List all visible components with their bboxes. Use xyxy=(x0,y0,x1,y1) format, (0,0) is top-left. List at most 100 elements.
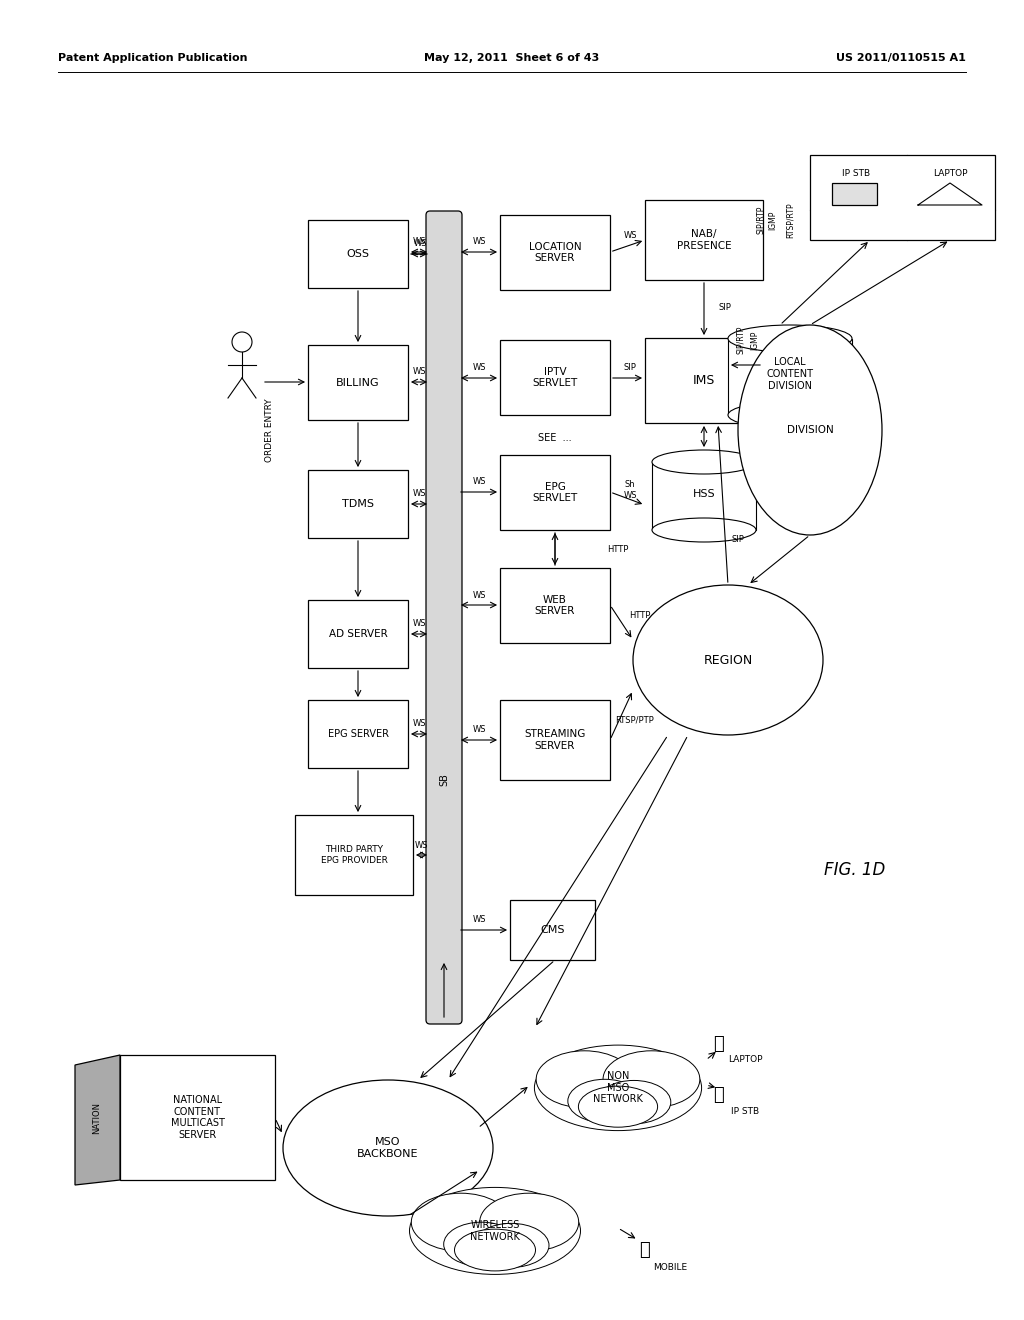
Text: WS: WS xyxy=(472,916,485,924)
FancyBboxPatch shape xyxy=(500,455,610,531)
Text: AD SERVER: AD SERVER xyxy=(329,630,387,639)
Text: 📱: 📱 xyxy=(640,1241,650,1259)
Text: TDMS: TDMS xyxy=(342,499,374,510)
Text: ORDER ENTRY: ORDER ENTRY xyxy=(265,399,274,462)
Text: US 2011/0110515 A1: US 2011/0110515 A1 xyxy=(837,53,966,63)
Ellipse shape xyxy=(738,325,882,535)
Ellipse shape xyxy=(412,1193,510,1251)
FancyBboxPatch shape xyxy=(645,201,763,280)
Text: LOCAL
CONTENT
DIVISION: LOCAL CONTENT DIVISION xyxy=(767,358,813,391)
Text: SB: SB xyxy=(439,774,449,787)
Text: EPG
SERVLET: EPG SERVLET xyxy=(532,482,578,503)
Text: RTSP/PTP: RTSP/PTP xyxy=(615,715,654,725)
Circle shape xyxy=(232,333,252,352)
Text: CMS: CMS xyxy=(541,925,565,935)
Text: NATIONAL
CONTENT
MULTICAST
SERVER: NATIONAL CONTENT MULTICAST SERVER xyxy=(171,1096,224,1140)
FancyBboxPatch shape xyxy=(510,900,595,960)
Text: HTTP: HTTP xyxy=(630,610,650,619)
Text: SIP/RTP: SIP/RTP xyxy=(756,206,765,234)
Text: SIP/RTP: SIP/RTP xyxy=(735,326,744,354)
Text: IPTV
SERVLET: IPTV SERVLET xyxy=(532,367,578,388)
FancyBboxPatch shape xyxy=(308,470,408,539)
Text: REGION: REGION xyxy=(703,653,753,667)
Text: OSS: OSS xyxy=(346,249,370,259)
Text: WS: WS xyxy=(413,719,426,729)
Text: FIG. 1D: FIG. 1D xyxy=(824,861,886,879)
Text: WS: WS xyxy=(472,478,485,487)
Text: SIP: SIP xyxy=(719,304,731,313)
FancyBboxPatch shape xyxy=(810,154,995,240)
Text: WIRELESS
NETWORK: WIRELESS NETWORK xyxy=(470,1220,520,1242)
FancyBboxPatch shape xyxy=(500,568,610,643)
Text: NAB/
PRESENCE: NAB/ PRESENCE xyxy=(677,230,731,251)
Ellipse shape xyxy=(410,1188,581,1274)
Text: WS: WS xyxy=(415,841,428,850)
Ellipse shape xyxy=(728,401,852,429)
Text: IMS: IMS xyxy=(693,374,715,387)
Text: May 12, 2011  Sheet 6 of 43: May 12, 2011 Sheet 6 of 43 xyxy=(424,53,600,63)
Text: 📺: 📺 xyxy=(713,1086,723,1104)
FancyBboxPatch shape xyxy=(500,341,610,414)
Ellipse shape xyxy=(537,1051,633,1107)
FancyBboxPatch shape xyxy=(500,700,610,780)
Text: EPG SERVER: EPG SERVER xyxy=(328,729,388,739)
Polygon shape xyxy=(652,462,756,531)
Text: WS: WS xyxy=(414,239,427,248)
Text: WS: WS xyxy=(413,238,426,247)
Text: DIVISION: DIVISION xyxy=(786,425,834,436)
Text: NATION: NATION xyxy=(92,1102,101,1134)
Text: Patent Application Publication: Patent Application Publication xyxy=(58,53,248,63)
Text: NON
MSO
NETWORK: NON MSO NETWORK xyxy=(593,1072,643,1105)
Text: 💻: 💻 xyxy=(713,1035,723,1053)
Polygon shape xyxy=(75,1055,120,1185)
FancyBboxPatch shape xyxy=(120,1055,275,1180)
Text: WS: WS xyxy=(472,238,485,247)
Text: LAPTOP: LAPTOP xyxy=(933,169,968,177)
Text: IGMP: IGMP xyxy=(751,330,760,350)
Ellipse shape xyxy=(535,1045,701,1131)
FancyBboxPatch shape xyxy=(500,215,610,290)
Ellipse shape xyxy=(283,1080,493,1216)
Text: WS: WS xyxy=(472,590,485,599)
Ellipse shape xyxy=(603,1051,699,1107)
Text: IGMP: IGMP xyxy=(768,210,777,230)
Ellipse shape xyxy=(579,1086,657,1127)
FancyBboxPatch shape xyxy=(308,345,408,420)
FancyBboxPatch shape xyxy=(295,814,413,895)
Text: IP STB: IP STB xyxy=(731,1107,759,1117)
Text: WS: WS xyxy=(413,619,426,628)
Text: LAPTOP: LAPTOP xyxy=(728,1056,762,1064)
Text: WS: WS xyxy=(472,363,485,372)
Ellipse shape xyxy=(473,1224,549,1267)
FancyBboxPatch shape xyxy=(308,220,408,288)
Text: HSS: HSS xyxy=(692,488,716,499)
Polygon shape xyxy=(728,338,852,414)
Text: SEE  ...: SEE ... xyxy=(539,433,571,444)
Text: MSO
BACKBONE: MSO BACKBONE xyxy=(357,1138,419,1159)
FancyBboxPatch shape xyxy=(426,211,462,1024)
Text: BILLING: BILLING xyxy=(336,378,380,388)
FancyBboxPatch shape xyxy=(645,338,763,422)
Ellipse shape xyxy=(652,517,756,543)
Ellipse shape xyxy=(633,585,823,735)
Text: WEB
SERVER: WEB SERVER xyxy=(535,595,575,616)
FancyBboxPatch shape xyxy=(831,183,877,205)
Text: LOCATION
SERVER: LOCATION SERVER xyxy=(528,242,582,263)
Ellipse shape xyxy=(597,1081,671,1123)
Ellipse shape xyxy=(479,1193,579,1251)
Text: WS: WS xyxy=(624,231,637,239)
Text: WS: WS xyxy=(472,726,485,734)
Ellipse shape xyxy=(728,325,852,352)
Text: STREAMING
SERVER: STREAMING SERVER xyxy=(524,729,586,751)
Text: SIP: SIP xyxy=(624,363,637,372)
Ellipse shape xyxy=(455,1229,536,1271)
Ellipse shape xyxy=(568,1080,642,1122)
Ellipse shape xyxy=(443,1222,519,1266)
Text: SIP: SIP xyxy=(731,536,744,544)
Text: RTSP/RTP: RTSP/RTP xyxy=(785,202,795,238)
Ellipse shape xyxy=(652,450,756,474)
FancyBboxPatch shape xyxy=(308,700,408,768)
Text: WS: WS xyxy=(413,367,426,376)
Text: MOBILE: MOBILE xyxy=(653,1263,687,1272)
FancyBboxPatch shape xyxy=(308,601,408,668)
